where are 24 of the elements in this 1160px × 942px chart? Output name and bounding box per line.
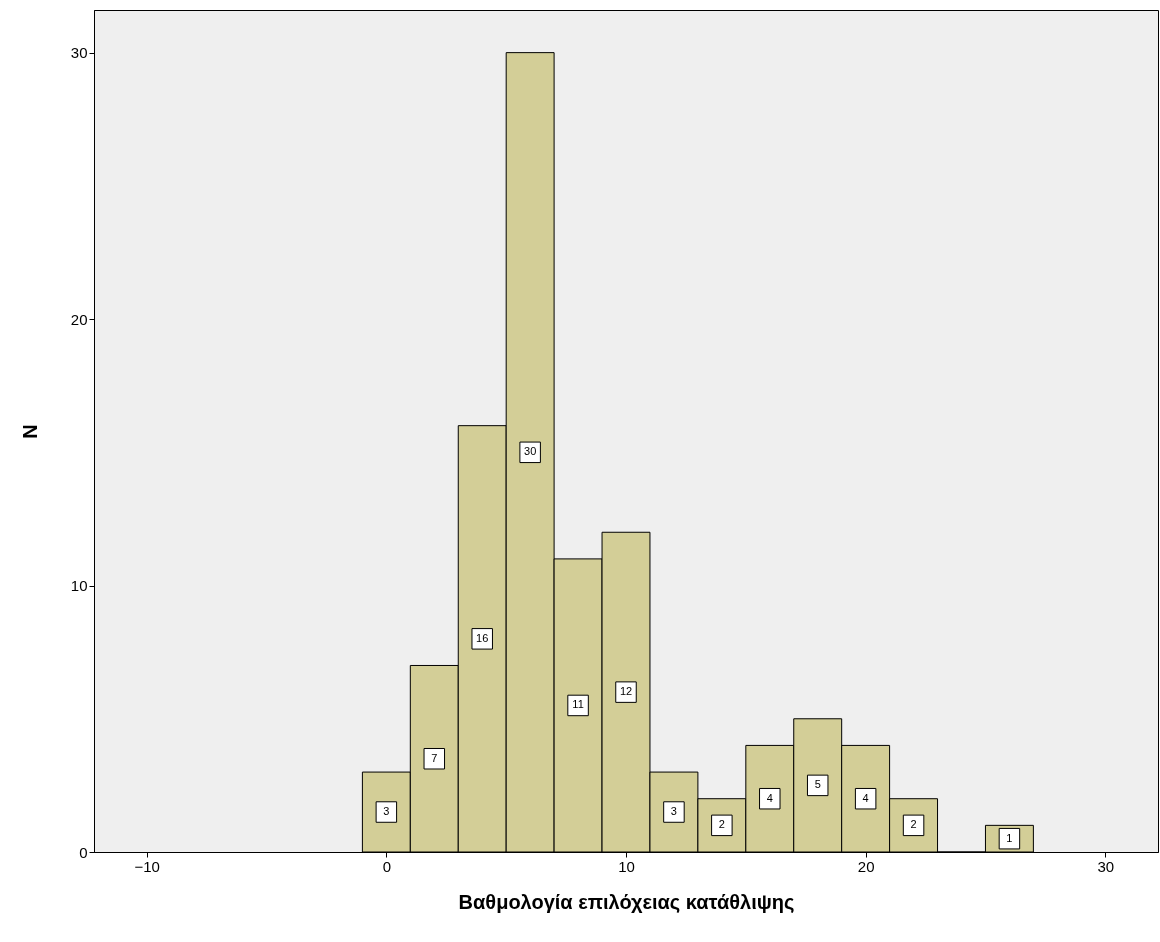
y-axis-title: N [18, 424, 41, 439]
data-label: 3 [670, 805, 677, 818]
x-axis-title: Βαθμολογία επιλόχειας κατάθλιψης [458, 890, 795, 913]
data-label: 2 [910, 818, 917, 831]
x-tick-label: 20 [857, 857, 875, 875]
data-label: 11 [572, 698, 584, 711]
data-label: 16 [476, 631, 489, 644]
data-label: 3 [383, 805, 390, 818]
y-tick-label: 0 [79, 843, 88, 861]
y-tick-label: 20 [70, 310, 88, 328]
x-tick-label: 10 [618, 857, 635, 875]
x-tick-label: 30 [1097, 857, 1115, 875]
y-tick-label: 30 [70, 44, 88, 62]
data-label: 4 [766, 791, 773, 804]
data-label: 1 [1006, 831, 1013, 844]
data-label: 2 [718, 818, 725, 831]
data-label: 30 [524, 445, 537, 458]
data-label: 7 [431, 751, 438, 764]
data-label: 5 [814, 778, 821, 791]
x-tick-label: −10 [134, 857, 160, 875]
data-label: 4 [862, 791, 869, 804]
x-tick-label: 0 [382, 857, 392, 875]
data-label: 12 [619, 685, 633, 698]
y-tick-label: 10 [70, 577, 88, 595]
